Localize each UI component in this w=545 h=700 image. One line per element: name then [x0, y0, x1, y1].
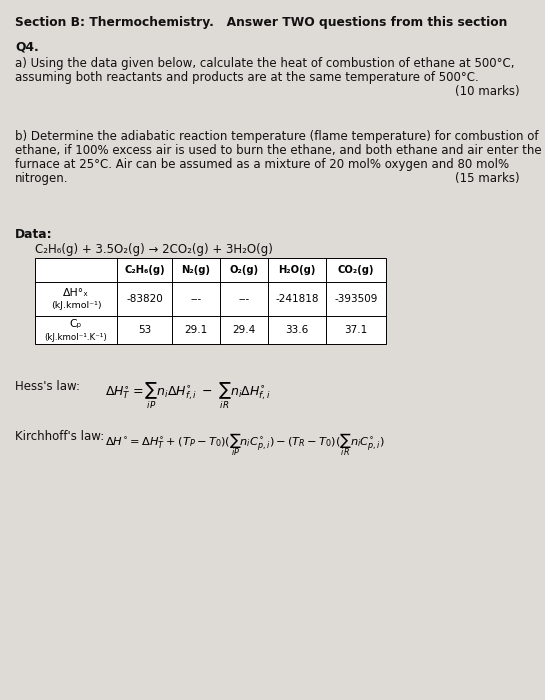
Text: (10 marks): (10 marks) — [456, 85, 520, 98]
Text: O₂(g): O₂(g) — [229, 265, 258, 275]
Text: 33.6: 33.6 — [286, 325, 308, 335]
Text: ethane, if 100% excess air is used to burn the ethane, and both ethane and air e: ethane, if 100% excess air is used to bu… — [15, 144, 542, 157]
Text: ---: --- — [238, 294, 250, 304]
Text: Data:: Data: — [15, 228, 53, 241]
Text: assuming both reactants and products are at the same temperature of 500°C.: assuming both reactants and products are… — [15, 71, 479, 84]
Text: Cₚ: Cₚ — [70, 319, 82, 329]
Text: nitrogen.: nitrogen. — [15, 172, 69, 185]
Text: ΔH°ₓ: ΔH°ₓ — [63, 288, 89, 298]
Text: a) Using the data given below, calculate the heat of combustion of ethane at 500: a) Using the data given below, calculate… — [15, 57, 514, 70]
Text: -83820: -83820 — [126, 294, 163, 304]
Text: Kirchhoff's law:: Kirchhoff's law: — [15, 430, 104, 443]
Text: N₂(g): N₂(g) — [181, 265, 210, 275]
Text: 53: 53 — [138, 325, 151, 335]
Text: $\Delta H^{\circ} = \Delta H^{\circ}_{T} + (T_P - T_0)(\sum_{iP} n_i C^{\circ}_{: $\Delta H^{\circ} = \Delta H^{\circ}_{T}… — [105, 431, 385, 458]
Text: $\Delta H^{\circ}_{T} = \sum_{iP} n_i \Delta H^{\circ}_{f,i}\ -\ \sum_{iR} n_i \: $\Delta H^{\circ}_{T} = \sum_{iP} n_i \D… — [105, 381, 271, 412]
Bar — [35, 258, 386, 344]
Text: H₂O(g): H₂O(g) — [278, 265, 316, 275]
Text: Hess's law:: Hess's law: — [15, 380, 80, 393]
Text: b) Determine the adiabatic reaction temperature (flame temperature) for combusti: b) Determine the adiabatic reaction temp… — [15, 130, 538, 143]
Text: (kJ.kmol⁻¹): (kJ.kmol⁻¹) — [51, 302, 101, 311]
Text: -241818: -241818 — [275, 294, 319, 304]
Text: C₂H₆(g): C₂H₆(g) — [124, 265, 165, 275]
Text: CO₂(g): CO₂(g) — [338, 265, 374, 275]
Text: (kJ.kmol⁻¹.K⁻¹): (kJ.kmol⁻¹.K⁻¹) — [45, 332, 107, 342]
Text: -393509: -393509 — [334, 294, 378, 304]
Text: Q4.: Q4. — [15, 40, 39, 53]
Text: (15 marks): (15 marks) — [456, 172, 520, 185]
Text: 29.1: 29.1 — [184, 325, 208, 335]
Text: ---: --- — [190, 294, 202, 304]
Text: C₂H₆(g) + 3.5O₂(g) → 2CO₂(g) + 3H₂O(g): C₂H₆(g) + 3.5O₂(g) → 2CO₂(g) + 3H₂O(g) — [35, 243, 273, 256]
Text: 29.4: 29.4 — [232, 325, 256, 335]
Text: Section B: Thermochemistry.   Answer TWO questions from this section: Section B: Thermochemistry. Answer TWO q… — [15, 16, 507, 29]
Text: 37.1: 37.1 — [344, 325, 368, 335]
Text: furnace at 25°C. Air can be assumed as a mixture of 20 mol% oxygen and 80 mol%: furnace at 25°C. Air can be assumed as a… — [15, 158, 509, 171]
